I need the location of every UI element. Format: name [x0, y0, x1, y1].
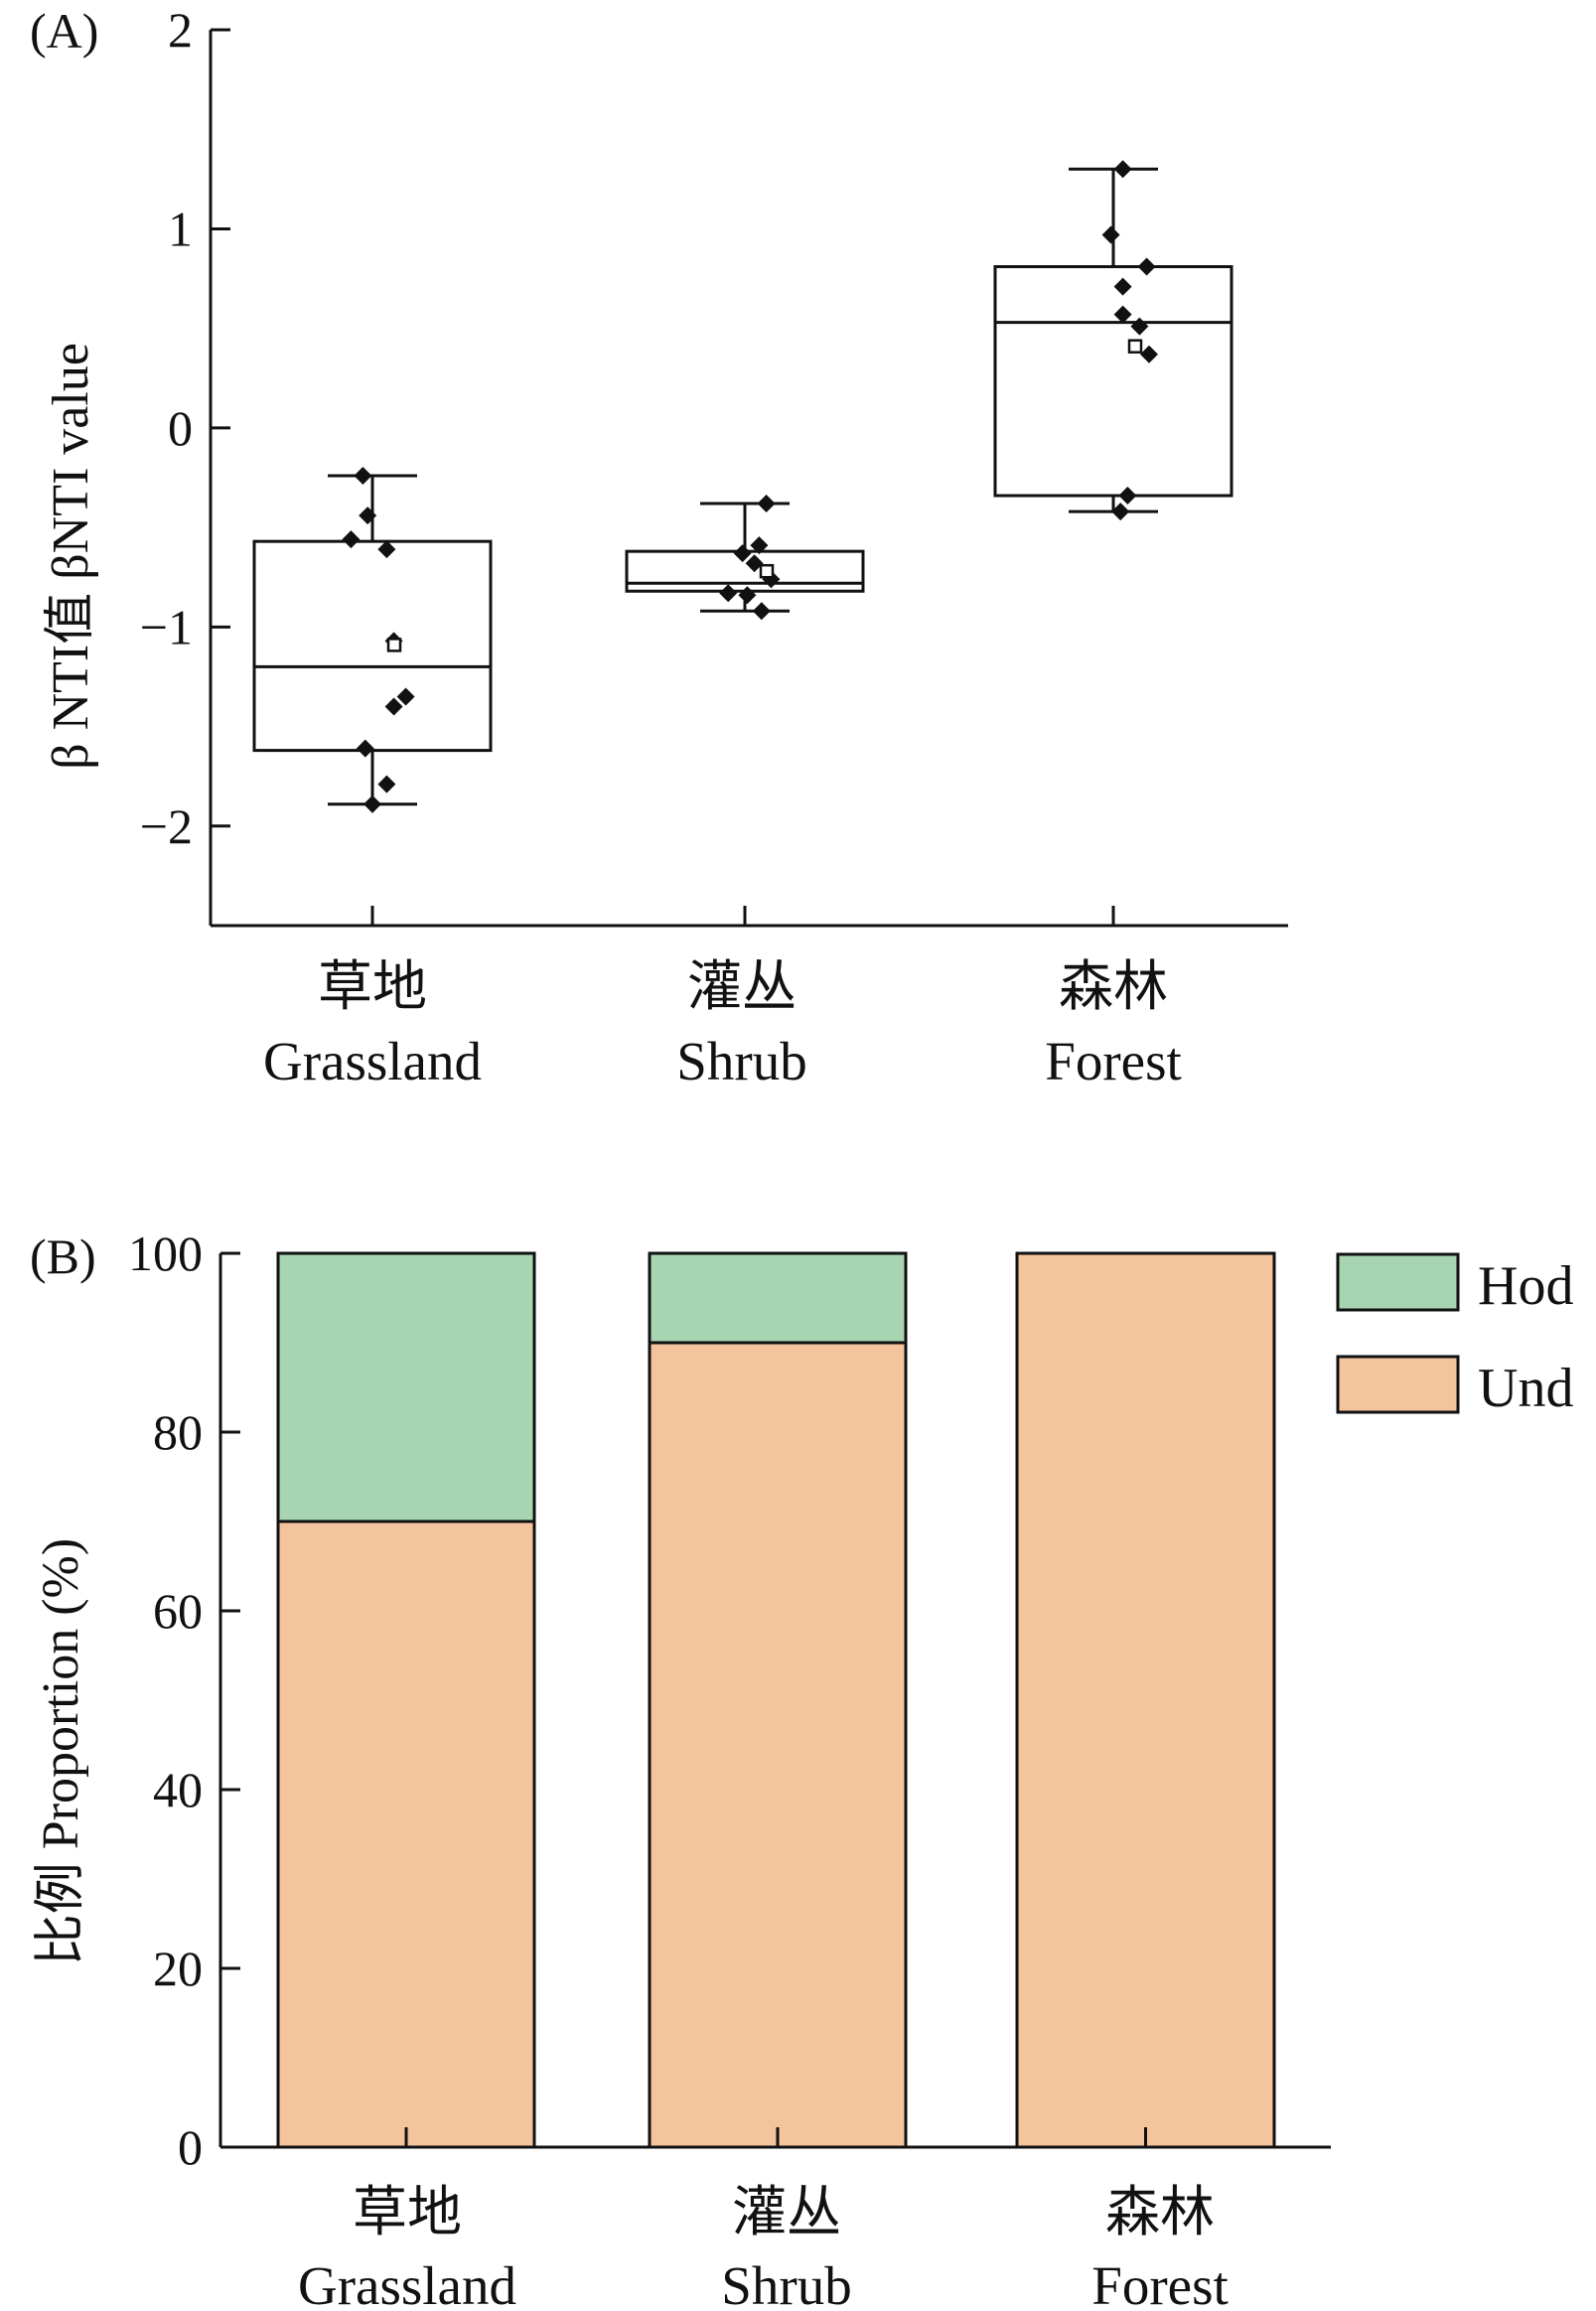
panel-a-y-tick-label: 2 [168, 2, 193, 58]
panel-a-category-zh: 草地 [318, 956, 427, 1017]
panel-a-y-axis-title: β NTI值 βNTI value [43, 343, 99, 770]
panel-b-y-tick-label: 100 [128, 1226, 203, 1281]
panel-b-stacked-bar: (B) 比例 Proportion (%) 0 20 40 60 80 100 草地 Gr… [30, 1226, 1573, 2311]
data-point [738, 586, 757, 605]
iqr-box [993, 265, 1233, 498]
data-point [1137, 257, 1156, 276]
panel-b-category-labels: 草地 Grassland 灌丛 Shrub 森林 Forest [298, 2182, 1229, 2311]
bar-segment-hod [648, 1251, 908, 1345]
data-point [359, 506, 377, 525]
data-point [1140, 345, 1158, 363]
panel-a-y-tick-label: 1 [168, 201, 193, 256]
panel-b-y-tick-label: 20 [153, 1941, 203, 1996]
panel-b-axes: 0 20 40 60 80 100 [128, 1226, 1331, 2175]
data-point [354, 466, 372, 485]
panel-a-y-tick-label: −1 [140, 599, 193, 654]
data-point [342, 530, 361, 549]
panel-b-label: (B) [30, 1228, 96, 1284]
panel-b-y-tick-label: 0 [178, 2119, 203, 2175]
panel-a-category-zh: 灌丛 [687, 956, 797, 1017]
data-point [745, 554, 764, 573]
panel-a-axes: 2 1 0 −1 −2 [140, 2, 1288, 928]
data-point [1113, 305, 1132, 324]
legend-label-und: Und [1478, 1358, 1573, 1419]
panel-b-category-zh: 森林 [1105, 2182, 1215, 2242]
panel-b-category-en: Forest [1091, 2255, 1229, 2311]
bar-segment-und [276, 1519, 536, 2149]
data-point [1113, 277, 1132, 296]
panel-b-category-en: Grassland [298, 2255, 516, 2311]
data-point [719, 584, 738, 603]
panel-a-category-en: Shrub [676, 1031, 806, 1091]
panel-a-category-en: Grassland [263, 1031, 482, 1091]
panel-a-boxes [252, 160, 1233, 813]
bar-segment-und [1015, 1251, 1276, 2149]
data-point [363, 794, 381, 813]
data-point [384, 697, 403, 716]
panel-b-category-zh: 灌丛 [732, 2182, 841, 2242]
mean-marker [759, 563, 775, 579]
panel-b-y-tick-label: 40 [153, 1762, 203, 1817]
box-group [252, 466, 493, 813]
panel-a-boxplot: (A) β NTI值 βNTI value 2 1 0 −1 −2 草地 Grassla… [30, 2, 1288, 1091]
data-point [1111, 503, 1130, 521]
panel-b-bars [276, 1251, 1276, 2149]
bar-segment-und [648, 1341, 908, 2149]
data-point [377, 540, 396, 559]
data-point [1118, 487, 1137, 506]
panel-b-y-axis-title: 比例 Proportion (%) [33, 1538, 89, 1965]
data-point [750, 536, 769, 555]
data-point [1130, 317, 1149, 336]
data-point [1101, 225, 1120, 244]
data-point [1113, 160, 1132, 179]
panel-a-y-tick-label: 0 [168, 400, 193, 456]
panel-a-category-zh: 森林 [1059, 956, 1168, 1017]
iqr-box [252, 539, 493, 753]
panel-a-category-en: Forest [1045, 1031, 1182, 1091]
panel-b-category-en: Shrub [721, 2255, 851, 2311]
legend-swatch-und [1336, 1355, 1460, 1414]
legend-swatch-hod [1336, 1252, 1460, 1312]
data-point [396, 687, 415, 706]
panel-b-y-tick-label: 60 [153, 1583, 203, 1639]
panel-b-category-zh: 草地 [353, 2182, 462, 2242]
data-point [356, 739, 374, 758]
data-point [752, 602, 771, 621]
data-point [733, 544, 752, 563]
panel-a-category-labels: 草地 Grassland 灌丛 Shrub 森林 Forest [263, 956, 1182, 1091]
data-point [377, 775, 396, 794]
bar-segment-hod [276, 1251, 536, 1523]
mean-marker [1127, 339, 1143, 354]
box-group [993, 160, 1233, 521]
panel-b-y-tick-label: 80 [153, 1404, 203, 1460]
mean-marker [386, 638, 402, 652]
panel-a-label: (A) [30, 3, 98, 59]
legend-label-hod: Hod [1478, 1255, 1573, 1317]
panel-a-y-tick-label: −2 [140, 798, 193, 854]
panel-b-legend: Hod Und [1336, 1252, 1573, 1419]
data-point [757, 495, 776, 513]
box-group [625, 495, 865, 621]
